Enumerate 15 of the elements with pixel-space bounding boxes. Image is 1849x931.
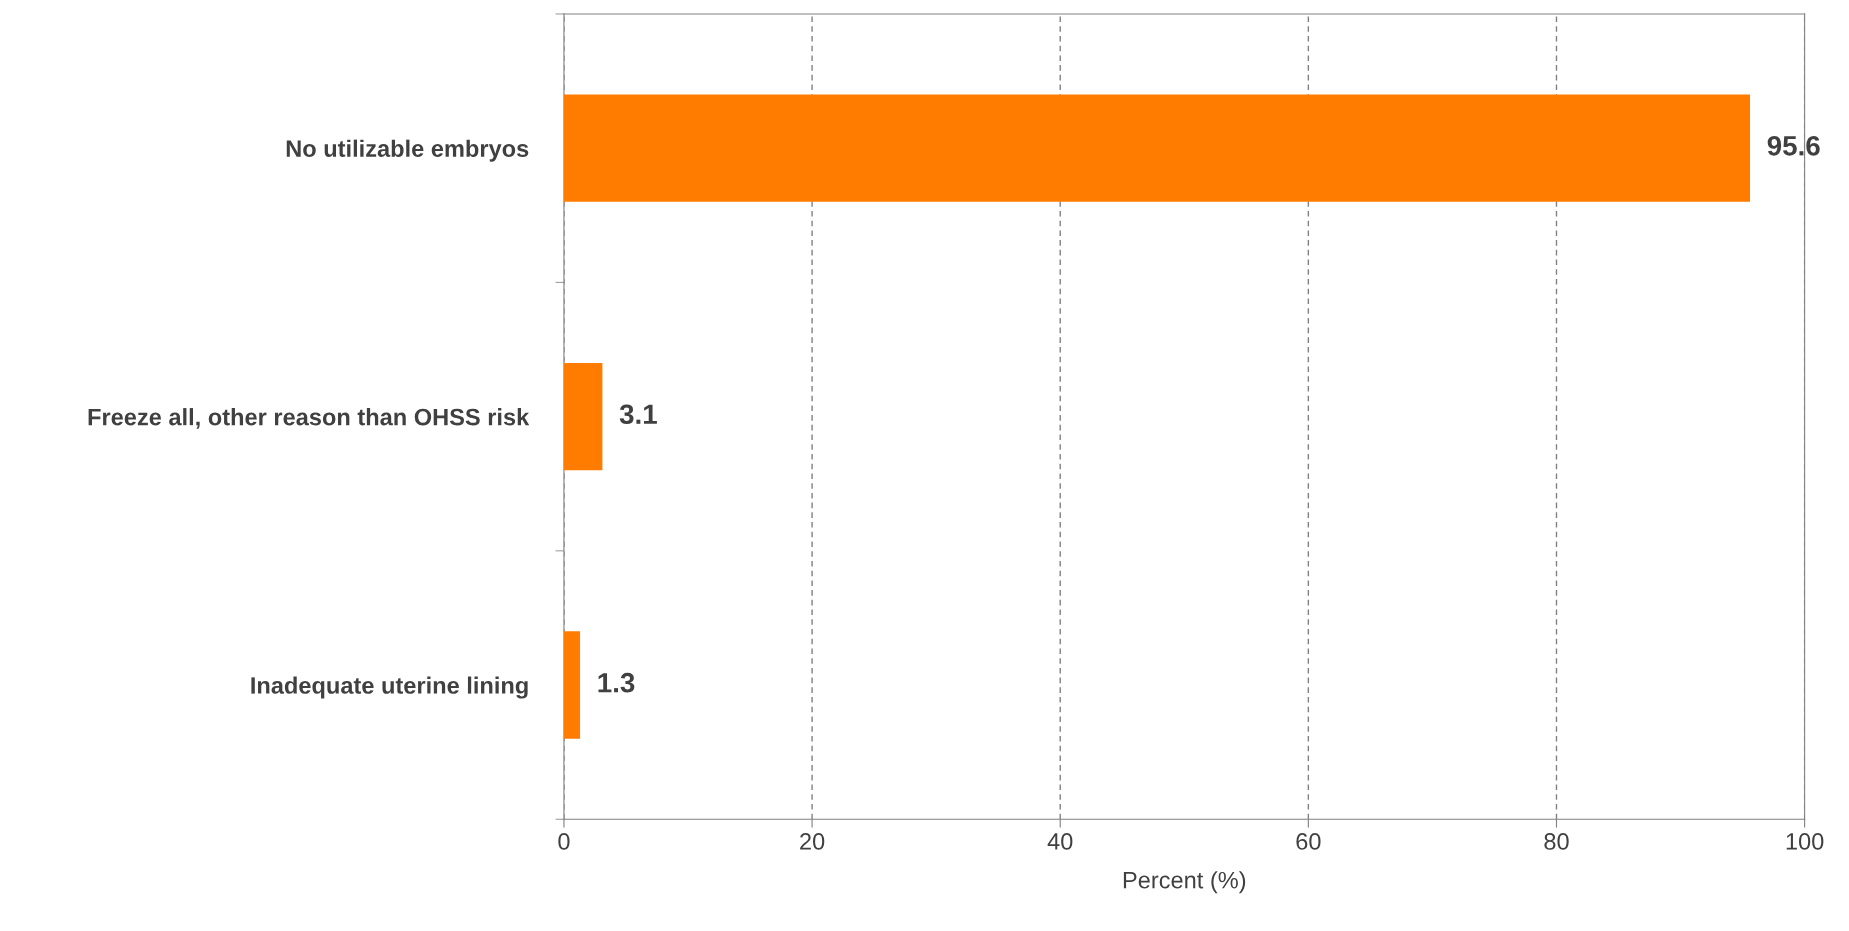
bar <box>563 362 603 471</box>
x-tick-label: 80 <box>1544 833 1569 850</box>
y-tick-label: Freeze all, other reason than OHSS risk <box>88 408 530 429</box>
x-tick-label: 60 <box>1296 833 1321 850</box>
bar <box>563 631 581 739</box>
x-tick-label: 40 <box>1047 833 1073 850</box>
x-tick-label: 20 <box>800 833 825 850</box>
x-tick-label: 0 <box>558 833 570 850</box>
data-label: 1.3 <box>598 672 635 693</box>
bar <box>563 94 1751 202</box>
y-tick-label: No utilizable embryos <box>286 139 529 162</box>
data-label: 3.1 <box>619 404 657 425</box>
x-axis-title: Percent (%) <box>1123 871 1246 894</box>
x-tick-label: 100 <box>1786 833 1824 850</box>
y-tick-label: Inadequate uterine lining <box>251 676 528 699</box>
